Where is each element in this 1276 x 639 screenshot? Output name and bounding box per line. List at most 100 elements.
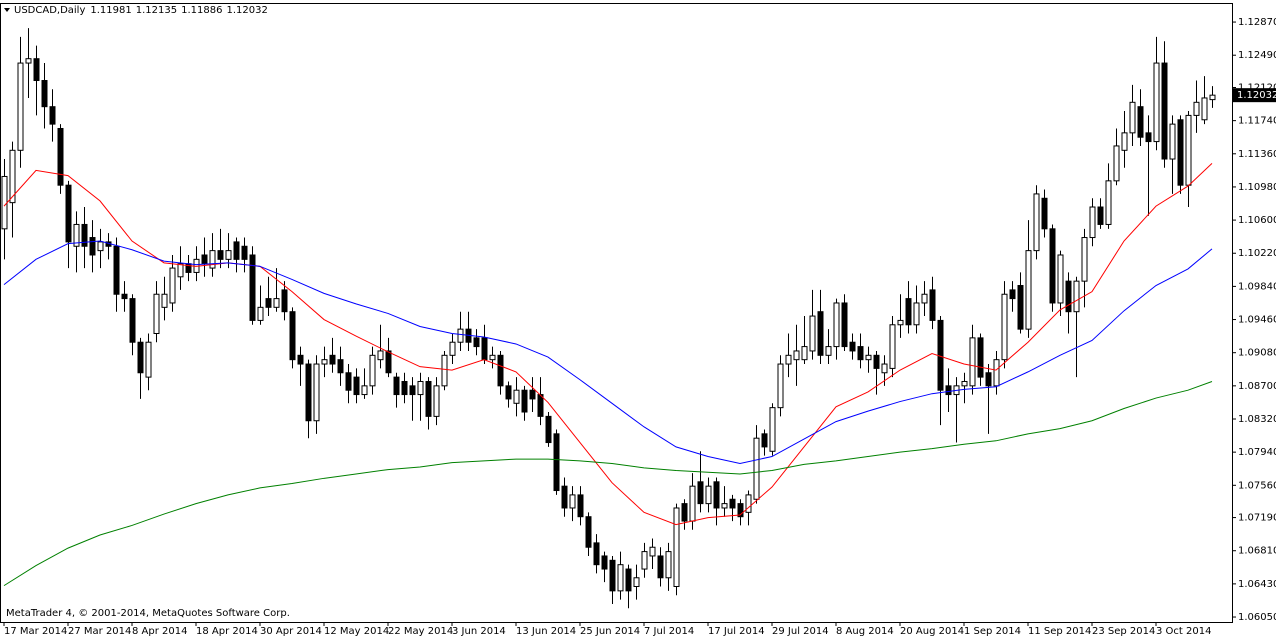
y-tick-label: 1.10980 <box>1238 182 1276 193</box>
candle-body <box>673 507 680 587</box>
candle-body <box>969 337 976 387</box>
candle-body <box>1177 119 1184 186</box>
candle-body <box>145 341 152 378</box>
candle-body <box>49 106 56 125</box>
candle-body <box>569 494 576 509</box>
x-tick-label: 8 Apr 2014 <box>132 626 187 637</box>
menu-arrow[interactable] <box>4 8 10 12</box>
candle-body <box>409 385 416 396</box>
candle-body <box>121 293 128 300</box>
candle-body <box>641 551 648 570</box>
x-tick-label: 3 Jun 2014 <box>452 626 506 637</box>
candle-body <box>473 337 480 348</box>
plot-area <box>1 28 1216 609</box>
candle-body <box>161 293 168 308</box>
candle-body <box>441 354 448 387</box>
candle-body <box>921 293 928 304</box>
candle-body <box>553 433 560 492</box>
candle-body <box>833 302 840 348</box>
y-tick-label: 1.07560 <box>1238 480 1276 491</box>
candle-body <box>657 555 664 579</box>
candle-body <box>881 363 888 374</box>
candle-body <box>929 289 936 321</box>
candle-body <box>57 127 64 186</box>
candle-body <box>449 341 456 356</box>
x-tick-label: 29 Jul 2014 <box>772 626 829 637</box>
x-tick-label: 11 Sep 2014 <box>1028 626 1091 637</box>
candle-body <box>577 494 584 518</box>
header-open: 1.11981 <box>90 5 131 16</box>
candle-body <box>809 315 816 352</box>
candle-body <box>321 359 328 365</box>
symbol: USDCAD,Daily <box>14 5 85 16</box>
y-tick-label: 1.12120 <box>1238 82 1276 93</box>
y-tick-label: 1.09080 <box>1238 348 1276 359</box>
moving-average-line <box>3 240 1213 464</box>
x-tick-label: 18 Apr 2014 <box>196 626 258 637</box>
current-price-box <box>1233 88 1276 103</box>
candle-body <box>961 380 968 387</box>
candle-body <box>865 354 872 361</box>
chart-header: USDCAD,Daily 1.11981 1.12135 1.11886 1.12032 <box>14 5 268 16</box>
candle-body <box>1185 114 1192 186</box>
candle-body <box>513 389 520 404</box>
candle-body <box>1161 62 1168 160</box>
candle-body <box>225 250 232 260</box>
x-tick-label: 23 Sep 2014 <box>1092 626 1155 637</box>
y-tick-label: 1.10220 <box>1238 248 1276 259</box>
candle-body <box>1201 97 1208 121</box>
candle-body <box>505 385 512 400</box>
y-tick-label: 1.08320 <box>1238 414 1276 425</box>
candle-body <box>273 298 280 308</box>
candle-body <box>393 376 400 396</box>
y-tick-label: 1.10600 <box>1238 215 1276 226</box>
candle-body <box>153 293 160 335</box>
candle-body <box>1097 206 1104 225</box>
candle-body <box>625 568 632 592</box>
moving-average-line <box>3 163 1213 526</box>
x-tick-label: 27 Mar 2014 <box>68 626 131 637</box>
candle-body <box>201 254 208 265</box>
candle-body <box>545 415 552 444</box>
candle-body <box>585 516 592 548</box>
x-tick-label: 3 Oct 2014 <box>1156 626 1211 637</box>
candle-body <box>169 267 176 304</box>
candle-body <box>681 503 688 522</box>
candle-body <box>737 503 744 518</box>
candle-body <box>993 359 1000 387</box>
candle-body <box>745 494 752 513</box>
y-tick-label: 1.09460 <box>1238 315 1276 326</box>
candle-body <box>793 350 800 361</box>
x-tick-label: 22 May 2014 <box>388 626 453 637</box>
candle-body <box>1137 106 1144 138</box>
candle-body <box>1073 280 1080 313</box>
candle-body <box>1001 293 1008 361</box>
candle-body <box>177 263 184 278</box>
candle-body <box>713 481 720 509</box>
x-tick-label: 13 Jun 2014 <box>516 626 576 637</box>
candle-body <box>353 376 360 396</box>
candle-body <box>1121 132 1128 151</box>
candle-body <box>761 433 768 448</box>
candle-body <box>561 485 568 509</box>
candle-body <box>377 350 384 361</box>
current-price-label: 1.12032 <box>1237 90 1276 101</box>
candle-body <box>89 237 96 256</box>
x-tick-label: 12 May 2014 <box>324 626 389 637</box>
candle-body <box>41 80 48 108</box>
candle-body <box>1129 101 1136 134</box>
candle-body <box>233 241 240 260</box>
candle-body <box>1033 193 1040 252</box>
x-tick-label: 1 Sep 2014 <box>964 626 1021 637</box>
candle-body <box>313 363 320 422</box>
candle-body <box>633 577 640 587</box>
candle-body <box>489 354 496 361</box>
candle-body <box>337 359 344 374</box>
candle-body <box>705 485 712 505</box>
x-tick-label: 8 Aug 2014 <box>836 626 894 637</box>
candle-body <box>361 385 368 396</box>
x-tick-label: 7 Jul 2014 <box>644 626 694 637</box>
x-tick-label: 30 Apr 2014 <box>260 626 322 637</box>
candle-body <box>905 298 912 326</box>
